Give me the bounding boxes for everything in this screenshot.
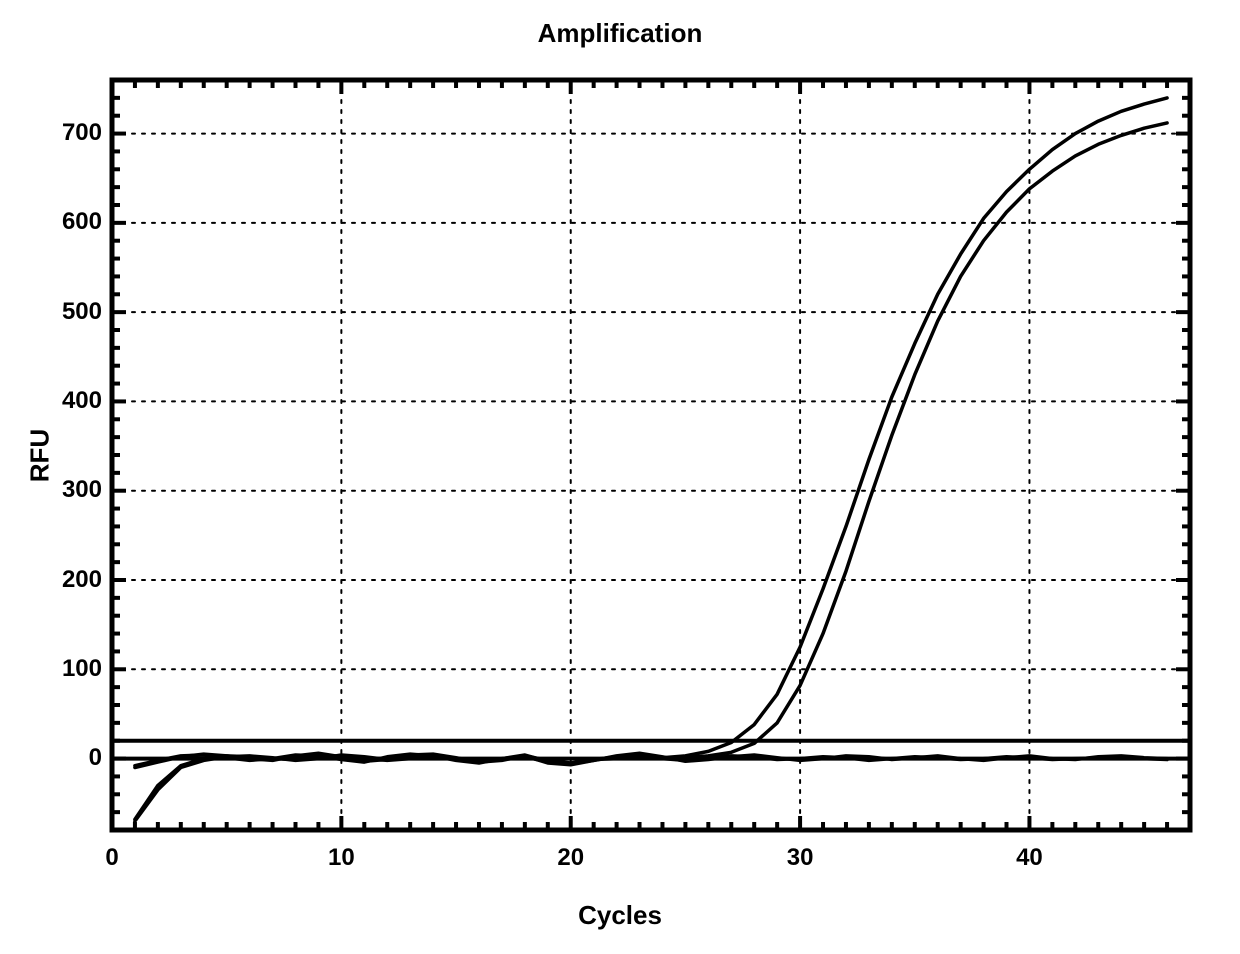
tick-label: 0 [105,844,118,872]
plot-area [0,0,1240,954]
tick-label: 0 [89,744,102,772]
tick-label: 600 [62,208,102,236]
tick-label: 20 [557,844,584,872]
tick-label: 10 [328,844,355,872]
tick-label: 30 [787,844,814,872]
tick-label: 200 [62,566,102,594]
tick-label: 40 [1016,844,1043,872]
tick-label: 500 [62,298,102,326]
tick-label: 300 [62,476,102,504]
tick-label: 400 [62,387,102,415]
chart-container: Amplification RFU Cycles 010020030040050… [0,0,1240,954]
tick-label: 100 [62,655,102,683]
tick-label: 700 [62,119,102,147]
